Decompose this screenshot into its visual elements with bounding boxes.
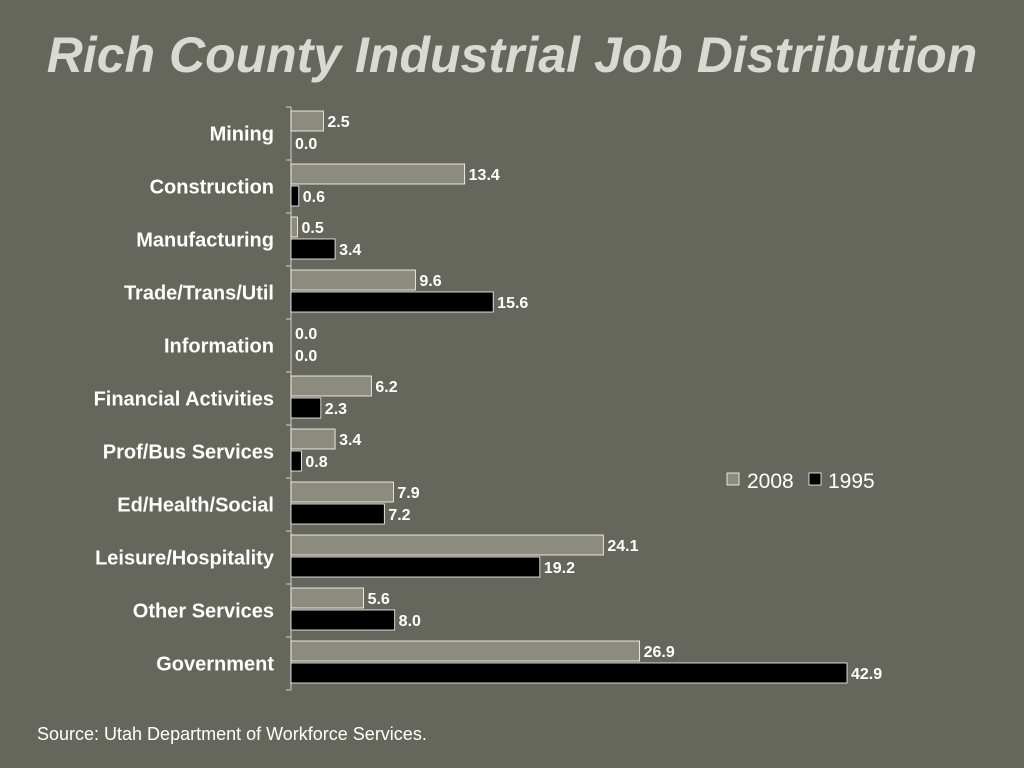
category-label: Ed/Health/Social <box>117 495 274 517</box>
bar-1995 <box>290 609 396 631</box>
value-label-1995: 19.2 <box>544 560 575 577</box>
value-label-1995: 8.0 <box>399 613 421 630</box>
category-labels: Mining Construction Manufacturing Trade/Tra… <box>94 124 275 676</box>
bar-1995 <box>290 503 385 525</box>
value-label-2008: 7.9 <box>397 485 419 502</box>
value-label-1995: 0.6 <box>303 189 325 206</box>
value-label-2008: 26.9 <box>644 644 675 661</box>
bar-2008 <box>290 640 641 662</box>
bar-2008 <box>290 375 372 397</box>
bars <box>290 110 848 684</box>
bar-2008 <box>290 481 394 503</box>
category-label: Trade/Trans/Util <box>124 283 274 305</box>
bar-1995 <box>290 450 302 472</box>
value-label-2008: 5.6 <box>368 591 390 608</box>
bar-2008 <box>290 216 298 238</box>
bar-2008 <box>290 110 324 132</box>
category-label: Construction <box>150 177 274 199</box>
value-label-1995: 0.0 <box>295 136 317 153</box>
legend: 2008 1995 <box>726 470 875 493</box>
bar-1995 <box>290 291 494 313</box>
source-note: Source: Utah Department of Workforce Ser… <box>37 724 427 744</box>
category-label: Other Services <box>133 601 274 623</box>
bar-2008 <box>290 428 336 450</box>
value-label-2008: 24.1 <box>607 538 638 555</box>
bar-1995 <box>290 556 541 578</box>
value-label-1995: 2.3 <box>325 401 347 418</box>
value-label-1995: 15.6 <box>497 295 528 312</box>
value-label-2008: 0.5 <box>301 220 323 237</box>
value-label-2008: 0.0 <box>295 326 317 343</box>
legend-swatch-1995 <box>808 472 822 486</box>
bar-2008 <box>290 269 416 291</box>
value-label-2008: 13.4 <box>469 167 500 184</box>
value-label-2008: 3.4 <box>339 432 361 449</box>
value-labels: 2.5 0.0 13.4 0.6 0.5 3.4 9.6 15.6 0.0 0.0 6.2 2.3 3.… <box>295 114 882 683</box>
legend-label-2008: 2008 <box>747 470 794 493</box>
bar-1995 <box>290 662 848 684</box>
category-label: Financial Activities <box>94 389 274 411</box>
bar-1995 <box>290 185 300 207</box>
category-label: Mining <box>210 124 274 146</box>
bar-1995 <box>290 397 322 419</box>
chart-title: Rich County Industrial Job Distribution <box>46 27 978 83</box>
category-label: Leisure/Hospitality <box>95 548 275 570</box>
bar-1995 <box>290 238 336 260</box>
value-label-2008: 9.6 <box>419 273 441 290</box>
category-label: Prof/Bus Services <box>103 442 274 464</box>
category-label: Manufacturing <box>136 230 274 252</box>
value-label-1995: 42.9 <box>851 666 882 683</box>
value-label-2008: 2.5 <box>327 114 349 131</box>
legend-swatch-2008 <box>726 472 740 486</box>
value-label-1995: 0.8 <box>305 454 327 471</box>
bar-2008 <box>290 534 604 556</box>
bar-2008 <box>290 587 364 609</box>
value-label-1995: 0.0 <box>295 348 317 365</box>
axis-group <box>286 106 292 691</box>
category-label: Government <box>156 654 274 676</box>
category-label: Information <box>164 336 274 358</box>
value-label-1995: 3.4 <box>339 242 361 259</box>
bar-2008 <box>290 163 466 185</box>
value-label-2008: 6.2 <box>375 379 397 396</box>
legend-label-1995: 1995 <box>828 470 875 493</box>
value-label-1995: 7.2 <box>388 507 410 524</box>
